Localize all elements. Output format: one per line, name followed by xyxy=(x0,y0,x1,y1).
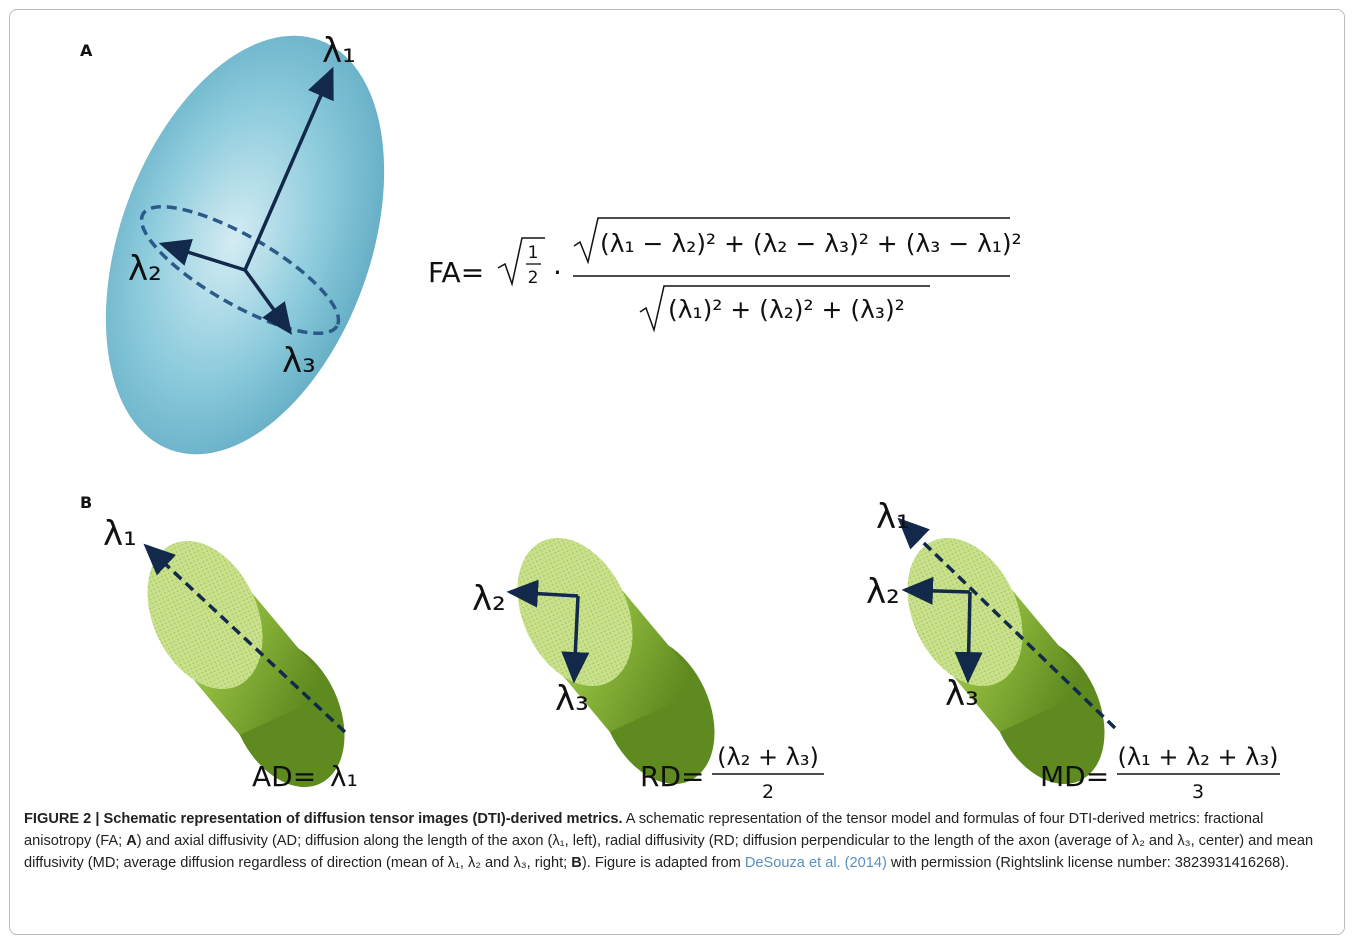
caption-text: FIGURE 2 | Schematic representation of d… xyxy=(24,811,623,827)
caption: FIGURE 2 | Schematic representation of d… xyxy=(24,808,1314,874)
formula-lhs: FA= xyxy=(428,256,484,289)
caption-text: A xyxy=(126,833,137,849)
formula-lhs: RD= xyxy=(640,760,704,793)
caption-text: B xyxy=(571,855,582,871)
axis-label: λ₂ xyxy=(472,579,506,619)
formula-text: (λ₁ − λ₂)² + (λ₂ − λ₃)² + (λ₃ − λ₁)² xyxy=(600,229,1022,258)
panel-label: A xyxy=(80,41,93,60)
formula-text: · xyxy=(553,256,562,289)
figure: A λ₁ λ₂ λ₃ FA= 1 2 · (λ₁ − λ₂)² + (λ₂ − … xyxy=(0,0,1354,800)
formula-text: 2 xyxy=(528,268,539,288)
tensor-ellipsoid xyxy=(53,0,437,493)
axis-label: λ₁ xyxy=(876,497,910,537)
formula-text: (λ₁)² + (λ₂)² + (λ₃)² xyxy=(668,295,905,324)
axis-label: λ₃ xyxy=(282,341,316,381)
citation-link[interactable]: DeSouza et al. (2014) xyxy=(745,855,887,871)
caption-text: ). Figure is adapted from xyxy=(582,855,745,871)
formula-lhs: MD= xyxy=(1040,760,1109,793)
caption-text: with permission (Rightslink license numb… xyxy=(887,855,1289,871)
axis-label: λ₁ xyxy=(103,514,137,554)
formula-text: 1 xyxy=(528,243,539,263)
axis-label: λ₃ xyxy=(555,679,589,719)
panel-label: B xyxy=(80,493,92,512)
formula-text: 2 xyxy=(762,781,774,800)
axis-label: λ₂ xyxy=(866,572,900,612)
formula-text: (λ₂ + λ₃) xyxy=(717,743,819,771)
formula-text: (λ₁ + λ₂ + λ₃) xyxy=(1118,743,1279,771)
formula-text: 3 xyxy=(1192,781,1204,800)
axis-label: λ₁ xyxy=(322,31,356,71)
formula-text: λ₁ xyxy=(330,760,358,793)
formula-lhs: AD= xyxy=(252,760,316,793)
axis-label: λ₂ xyxy=(128,249,162,289)
axis-label: λ₃ xyxy=(945,674,979,714)
